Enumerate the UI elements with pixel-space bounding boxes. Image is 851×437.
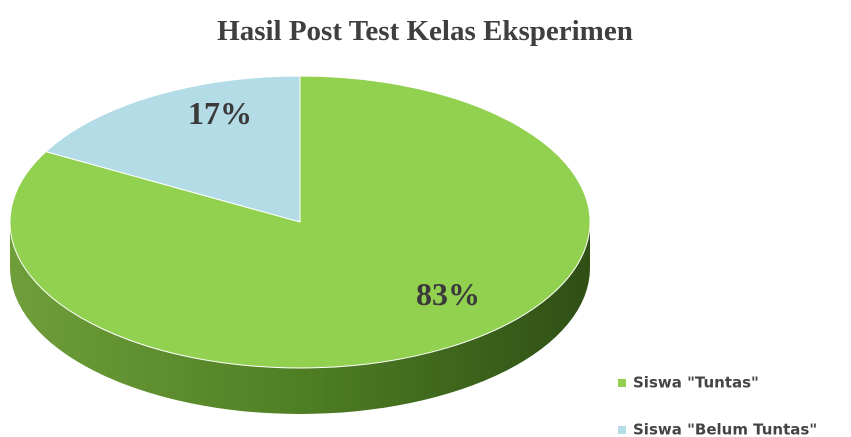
legend-label: Siswa "Belum Tuntas"	[633, 421, 817, 437]
value-label: 83%	[416, 276, 480, 312]
slice-side	[10, 222, 590, 414]
slice	[44, 75, 301, 223]
chart-title: Hasil Post Test Kelas Eksperimen	[217, 15, 633, 47]
legend-swatch	[618, 426, 626, 434]
value-label: 17%	[188, 95, 252, 131]
legend-label: Siswa "Tuntas"	[633, 374, 759, 392]
legend-swatch	[618, 379, 626, 387]
